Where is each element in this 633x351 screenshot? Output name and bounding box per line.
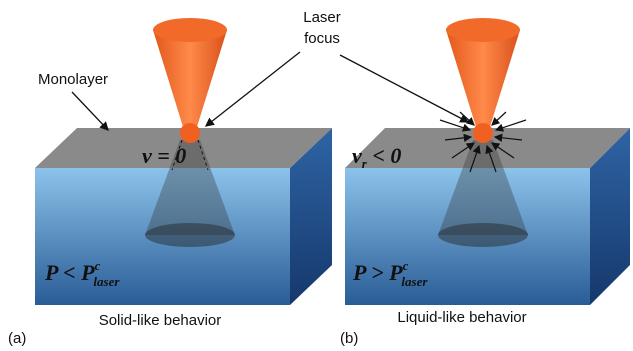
beam-spot (438, 223, 528, 247)
panel-tag: (a) (8, 330, 26, 347)
pointer (340, 55, 468, 122)
velocity-label: v = 0 (142, 143, 186, 168)
cone-top (446, 18, 520, 42)
diagram: v = 0 P < Pclaser Solid-like behavior (a… (0, 0, 633, 351)
monolayer-label: Monolayer (38, 71, 108, 88)
panel-tag: (b) (340, 330, 358, 347)
focus-spot (180, 123, 200, 143)
laser-cone (153, 30, 227, 130)
pointer (206, 52, 300, 126)
laser-focus-label: focus (304, 30, 340, 47)
laser-focus-label: Laser (303, 9, 341, 26)
pointer (72, 92, 108, 130)
cone-top (153, 18, 227, 42)
caption: Solid-like behavior (99, 312, 222, 329)
focus-spot (473, 123, 493, 143)
caption: Liquid-like behavior (397, 309, 526, 326)
laser-cone (446, 30, 520, 130)
beam-spot (145, 223, 235, 247)
